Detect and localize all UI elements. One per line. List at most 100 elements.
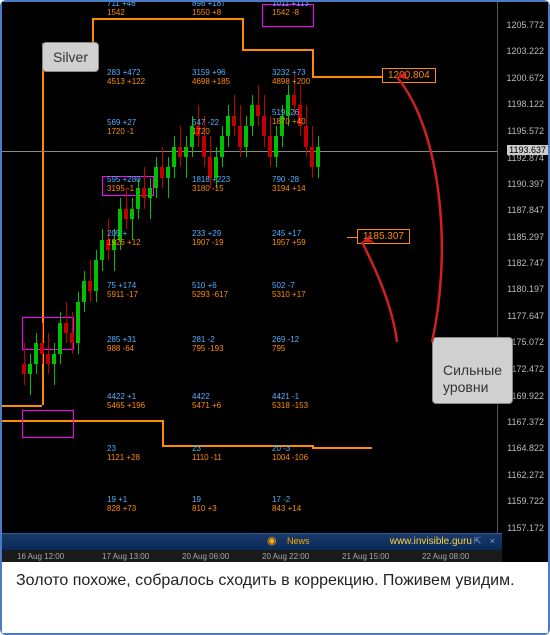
level-readout: 519 -261870 +40 (272, 108, 306, 126)
resistance-step (92, 18, 94, 44)
y-tick: 1182.747 (507, 258, 544, 268)
level-readout: 205 + 1926 +12 (107, 229, 141, 247)
plot-region[interactable]: 711 +461542898 +1871550 +81011 +1131542 … (2, 2, 502, 550)
resistance-step (242, 49, 312, 51)
resistance-step (2, 405, 42, 407)
callout-levels: Сильные уровни (432, 337, 513, 404)
level-readout: 17 -2843 +14 (272, 495, 301, 513)
candle (124, 188, 128, 229)
y-tick: 1198.122 (507, 99, 544, 109)
resistance-step (92, 18, 242, 20)
x-tick: 20 Aug 06:00 (182, 552, 229, 561)
y-tick: 1203.222 (506, 46, 544, 56)
level-readout: 3159 +964698 +185 (192, 68, 230, 86)
level-readout: 231121 +28 (107, 444, 140, 462)
level-readout: 19 +1828 +73 (107, 495, 136, 513)
candle (250, 95, 254, 136)
candle (88, 260, 92, 301)
level-readout: 233 +291907 -19 (192, 229, 224, 247)
level-readout: 245 +171957 +59 (272, 229, 306, 247)
level-readout: 711 +461542 (107, 2, 136, 17)
y-tick: 1190.397 (507, 179, 544, 189)
candle (154, 157, 158, 198)
candle (76, 292, 80, 354)
level-readout: 1818 +2233180 -15 (192, 175, 230, 193)
candle (34, 333, 38, 374)
candle (46, 333, 50, 374)
y-tick: 1180.197 (507, 284, 544, 294)
level-readout: 4422 +15465 +196 (107, 392, 145, 410)
x-tick: 17 Aug 13:00 (102, 552, 149, 561)
resistance-step (162, 420, 164, 445)
y-tick: 1162.272 (507, 470, 544, 480)
price-crosshair (2, 151, 502, 152)
level-readout: 4421 -15318 -153 (272, 392, 308, 410)
watermark-url: www.invisible.guru (390, 536, 472, 547)
callout-silver: Silver (42, 42, 99, 72)
candle (226, 105, 230, 146)
candle (316, 136, 320, 177)
level-readout: 269 -12795 (272, 335, 299, 353)
candle (28, 354, 32, 395)
candle (22, 343, 26, 384)
level-readout: 569 +271720 -1 (107, 118, 136, 136)
level-readout: 595 +2803195 -1 (107, 175, 141, 193)
y-tick: 1177.647 (507, 311, 544, 321)
status-bar: ◉ News www.invisible.guru ⇱ × (2, 533, 502, 550)
figure-container: 711 +461542898 +1871550 +81011 +1131542 … (0, 0, 550, 635)
y-tick: 1195.572 (507, 126, 544, 136)
x-tick: 21 Aug 15:00 (342, 552, 389, 561)
candle (166, 157, 170, 198)
callout-silver-text: Silver (53, 49, 88, 65)
resistance-step (312, 49, 314, 77)
level-readout: 3232 +734898 +200 (272, 68, 310, 86)
level-readout: 231110 -11 (192, 444, 222, 462)
level-readout: 44225471 +6 (192, 392, 221, 410)
candle (142, 167, 146, 208)
y-tick: 1192.874 (507, 153, 544, 163)
candle (262, 95, 266, 147)
price-marker: 1193.637 (507, 145, 548, 155)
level-readout: 283 +4724513 +122 (107, 68, 145, 86)
level-readout: 898 +1871550 +8 (192, 2, 226, 17)
y-tick: 1159.722 (507, 496, 544, 506)
x-tick: 20 Aug 22:00 (262, 552, 309, 561)
level-readout: 285 +31988 -64 (107, 335, 136, 353)
y-tick: 1200.672 (506, 73, 544, 83)
x-tick: 22 Aug 08:00 (422, 552, 469, 561)
level-readout: 20 -31004 -106 (272, 444, 308, 462)
y-tick: 1205.772 (506, 20, 544, 30)
chart-area: 711 +461542898 +1871550 +81011 +1131542 … (2, 2, 548, 562)
caption: Золото похоже, собралось сходить в корре… (2, 562, 548, 633)
eye-icon: ◉ (267, 534, 277, 547)
candle (172, 136, 176, 177)
candle (238, 105, 242, 157)
level-readout: 281 -2795 -193 (192, 335, 224, 353)
candle (244, 116, 248, 157)
zone-box (22, 410, 74, 438)
candle (58, 312, 62, 364)
candle (100, 229, 104, 270)
candle (40, 323, 44, 364)
y-tick: 1164.822 (507, 443, 544, 453)
key-level-label: 1185.307 (357, 229, 410, 244)
news-badge[interactable]: News (287, 536, 310, 546)
level-readout: 502 -75310 +17 (272, 281, 306, 299)
x-tick: 16 Aug 12:00 (17, 552, 64, 561)
window-controls[interactable]: ⇱ × (474, 536, 498, 547)
candle (274, 126, 278, 167)
candle (82, 271, 86, 312)
callout-levels-text: Сильные уровни (443, 362, 502, 396)
candle (148, 178, 152, 219)
candle (310, 126, 314, 178)
key-level-label: 1200.804 (382, 68, 436, 83)
level-readout: 510 +65293 -617 (192, 281, 228, 299)
level-readout: 547 -221720 (192, 118, 219, 136)
resistance-step (312, 445, 314, 447)
candle (184, 136, 188, 177)
level-readout: 75 +1745911 -17 (107, 281, 138, 299)
resistance-step (312, 447, 372, 449)
level-readout: 19810 +3 (192, 495, 217, 513)
candle (94, 250, 98, 302)
candle (64, 302, 68, 343)
